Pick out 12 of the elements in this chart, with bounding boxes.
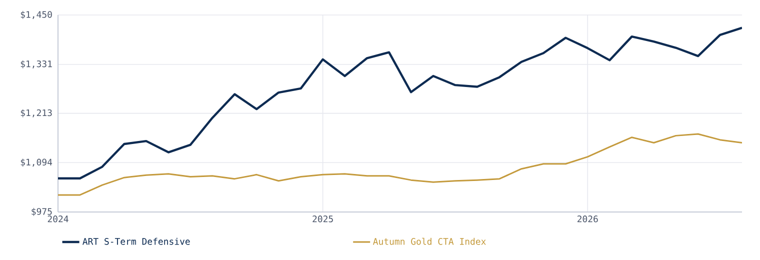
x-tick-label: 2025 — [312, 216, 333, 222]
line-series — [58, 26, 742, 180]
y-tick-label: $1,213 — [20, 109, 52, 118]
y-tick-label: $1,450 — [20, 10, 52, 20]
x-tick-label: 2024 — [48, 216, 68, 222]
y-tick-label: $1,094 — [20, 158, 52, 167]
legend-label: ART S-Term Defensive — [82, 238, 190, 245]
y-tick-label: $975 — [32, 208, 52, 216]
x-tick-label: 2026 — [578, 216, 598, 222]
line-series — [58, 133, 742, 196]
y-tick-label: $1,331 — [20, 60, 52, 68]
legend-label: Autumn Gold CTA Index — [373, 238, 486, 245]
